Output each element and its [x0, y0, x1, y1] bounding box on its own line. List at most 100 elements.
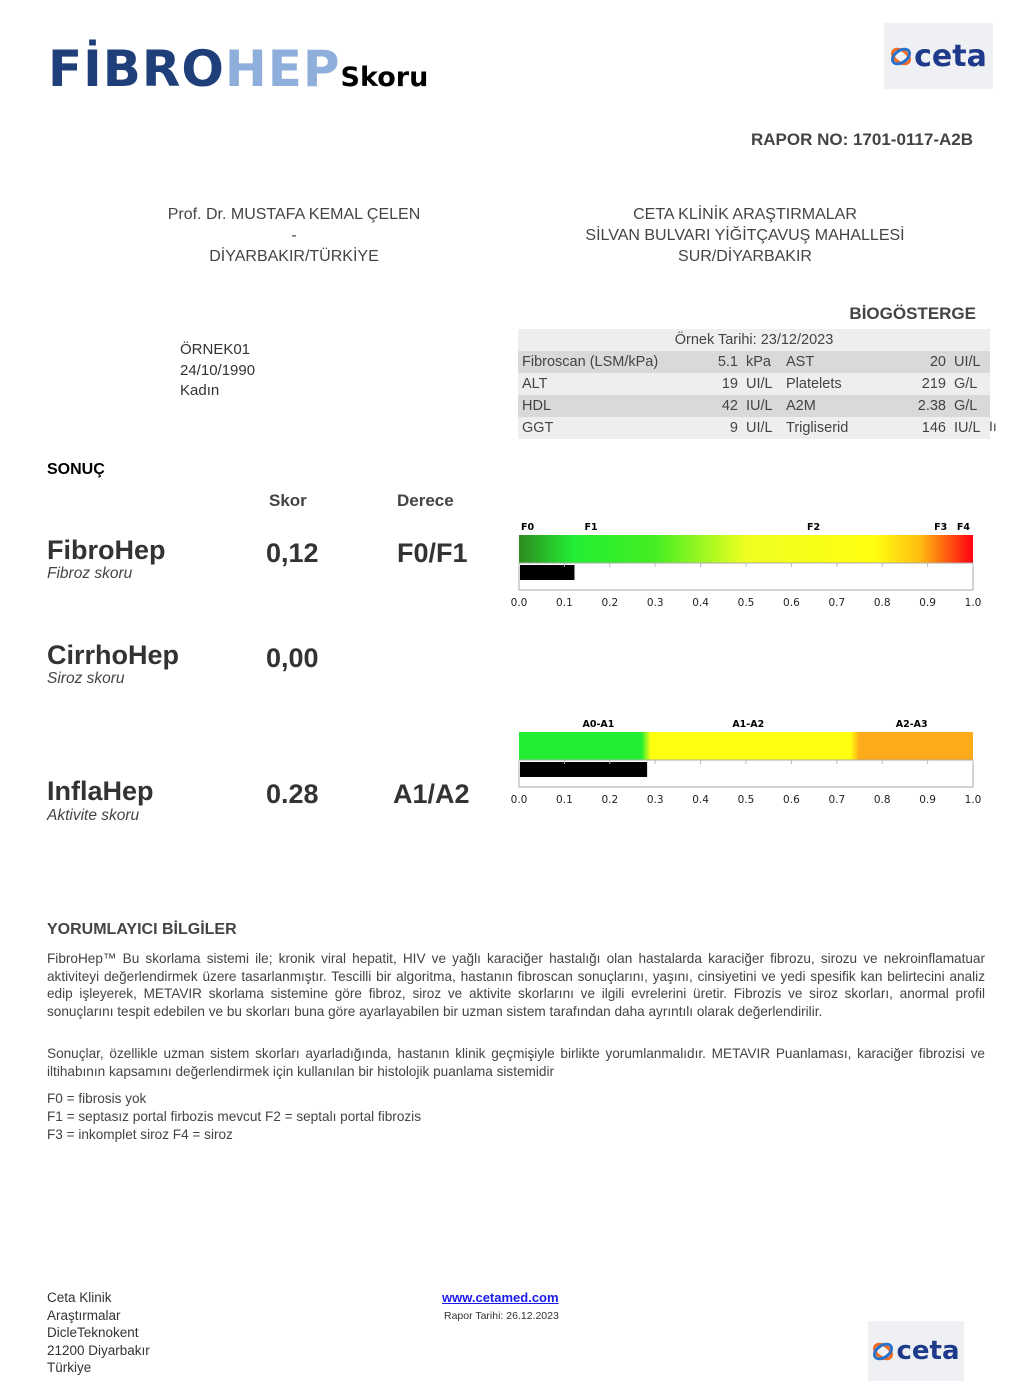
legend-f1-f2: F1 = septasız portal firbozis mevcut F2 … — [47, 1109, 421, 1124]
gauge-stage-label: F0 — [521, 522, 534, 533]
inflahep-subtitle: Aktivite skoru — [47, 807, 140, 824]
gauge-tick-label: 0.3 — [647, 597, 664, 609]
sample-date: Örnek Tarihi: 23/12/2023 — [518, 329, 990, 351]
biomarker-unit: IU/L — [950, 417, 990, 439]
gauge-tick-label: 0.9 — [919, 794, 936, 806]
biomarker-value: 146 — [882, 417, 950, 439]
gauge-tick-label: 0.6 — [783, 597, 800, 609]
info-paragraph-2: Sonuçlar, özellikle uzman sistem skorlar… — [47, 1046, 985, 1079]
gauge-tick-label: 0.8 — [874, 597, 891, 609]
fibrohep-grade: F0/F1 — [397, 538, 468, 568]
biomarker-row: Fibroscan (LSM/kPa) 5.1 kPa AST 20 UI/L — [518, 351, 990, 373]
gauge-tick-label: 0.1 — [556, 597, 573, 609]
gauge-tick-label: 0.4 — [692, 794, 709, 806]
footer-ceta-logo: ceta — [868, 1321, 964, 1381]
report-title: FİBROHEPSkoru — [48, 40, 428, 98]
biomarker-value: 20 — [882, 351, 950, 373]
grade-column-header: Derece — [397, 491, 454, 510]
gauge-tick-label: 0.0 — [511, 597, 528, 609]
report-number: RAPOR NO: 1701-0117-A2B — [750, 130, 973, 149]
gauge-tick-label: 0.5 — [738, 597, 755, 609]
score-column-header: Skor — [269, 491, 307, 510]
fibrohep-name: FibroHep — [47, 535, 166, 565]
ceta-logo-icon — [890, 48, 910, 64]
ceta-logo-text: ceta — [914, 38, 987, 74]
gauge-stage-label: A2-A3 — [896, 719, 928, 730]
activity-gauge: A0-A1 A1-A2 A2-A3 0.0 0.1 0.2 0.3 0.4 0.5 0.6 0.7 0… — [511, 719, 982, 806]
gauge-tick-label: 0.4 — [692, 597, 709, 609]
fibrohep-subtitle: Fibroz skoru — [47, 565, 133, 582]
biomarker-name: HDL — [518, 395, 686, 417]
clinic-block: CETA KLİNİK ARAŞTIRMALAR SİLVAN BULVARI … — [560, 204, 930, 267]
biomarker-value: 5.1 — [686, 351, 742, 373]
biomarker-unit: G/L — [950, 373, 990, 395]
info-title: YORUMLAYICI BİLGİLER — [47, 921, 237, 938]
clinic-address: SİLVAN BULVARI YİĞİTÇAVUŞ MAHALLESİ — [585, 227, 905, 244]
footer-line: Türkiye — [47, 1360, 92, 1375]
biomarker-table: Örnek Tarihi: 23/12/2023 Fibroscan (LSM/… — [518, 329, 990, 439]
info-paragraph-1: FibroHep™ Bu skorlama sistemi ile; kroni… — [47, 951, 985, 1019]
ceta-logo-icon — [872, 1343, 892, 1359]
biomarker-name: A2M — [782, 395, 882, 417]
inflahep-name: InflaHep — [47, 776, 154, 806]
footer-line: DicleTeknokent — [47, 1325, 139, 1340]
biomarker-name: ALT — [518, 373, 686, 395]
inflahep-score: 0.28 — [266, 779, 319, 809]
gauge-value-bar — [520, 762, 648, 777]
cirrhohep-subtitle: Siroz skoru — [47, 670, 125, 687]
biomarker-unit: kPa — [742, 351, 782, 373]
stray-mark: Iı — [989, 418, 997, 434]
biomarker-value: 42 — [686, 395, 742, 417]
biomarker-name: AST — [782, 351, 882, 373]
biomarker-title: BİOGÖSTERGE — [849, 304, 976, 323]
cirrhohep-name: CirrhoHep — [47, 640, 180, 670]
cirrhohep-score: 0,00 — [266, 643, 319, 673]
patient-dob: 24/10/1990 — [180, 361, 256, 379]
fibrosis-gauge: F0 F1 F2 F3 F4 0.0 0.1 0.2 0.3 0.4 0.5 0.6 0.7 0.8 0.9… — [511, 522, 982, 609]
gauge-value-bar — [520, 565, 575, 580]
gauge-stage-label: A1-A2 — [732, 719, 764, 730]
clinic-name: CETA KLİNİK ARAŞTIRMALAR — [633, 206, 857, 223]
gauge-tick-label: 1.0 — [965, 597, 982, 609]
title-hep: HEP — [224, 40, 341, 98]
doctor-location: DİYARBAKIR/TÜRKİYE — [209, 248, 379, 265]
metavir-legend: F0 = fibrosis yok F1 = septasız portal f… — [47, 1090, 985, 1144]
biomarker-name: Fibroscan (LSM/kPa) — [518, 351, 686, 373]
gauge-stage-label: F3 — [934, 522, 947, 533]
doctor-block: Prof. Dr. MUSTAFA KEMAL ÇELEN - DİYARBAK… — [150, 204, 438, 267]
gauge-tick-label: 0.8 — [874, 794, 891, 806]
biomarker-unit: UI/L — [950, 351, 990, 373]
patient-id: ÖRNEK01 — [180, 341, 251, 358]
report-date: Rapor Tarihi: 26.12.2023 — [444, 1310, 559, 1322]
biomarker-name: Platelets — [782, 373, 882, 395]
doctor-dash: - — [291, 227, 297, 244]
website-link[interactable]: www.cetamed.com — [442, 1290, 559, 1305]
fibrohep-score: 0,12 — [266, 538, 319, 568]
gauge-tick-label: 0.9 — [919, 597, 936, 609]
biomarker-value: 19 — [686, 373, 742, 395]
legend-f0: F0 = fibrosis yok — [47, 1091, 147, 1106]
title-fibro: FİBRO — [48, 40, 225, 98]
patient-info: ÖRNEK01 24/10/1990 Kadın — [180, 340, 255, 402]
doctor-name: Prof. Dr. MUSTAFA KEMAL ÇELEN — [167, 206, 421, 223]
gauge-stage-label: F2 — [807, 522, 820, 533]
gauge-stage-label: F4 — [957, 522, 970, 533]
legend-f3-f4: F3 = inkomplet siroz F4 = siroz — [47, 1127, 233, 1142]
ceta-logo-text: ceta — [896, 1336, 960, 1366]
gauge-tick-label: 0.5 — [738, 794, 755, 806]
biomarker-row: ALT 19 UI/L Platelets 219 G/L — [518, 373, 990, 395]
biomarker-name: Trigliserid — [782, 417, 882, 439]
gauge-color-band — [519, 732, 973, 760]
gauge-tick-label: 0.2 — [601, 597, 618, 609]
gauge-stage-label: A0-A1 — [583, 719, 615, 730]
gauge-tick-label: 0.7 — [828, 794, 845, 806]
biomarker-unit: G/L — [950, 395, 990, 417]
biomarker-unit: UI/L — [742, 373, 782, 395]
gauge-tick-label: 0.1 — [556, 794, 573, 806]
footer-line: Ceta Klinik — [47, 1290, 112, 1305]
biomarker-unit: IU/L — [742, 395, 782, 417]
ceta-logo: ceta — [884, 23, 993, 89]
inflahep-grade: A1/A2 — [393, 779, 470, 809]
biomarker-unit: UI/L — [742, 417, 782, 439]
